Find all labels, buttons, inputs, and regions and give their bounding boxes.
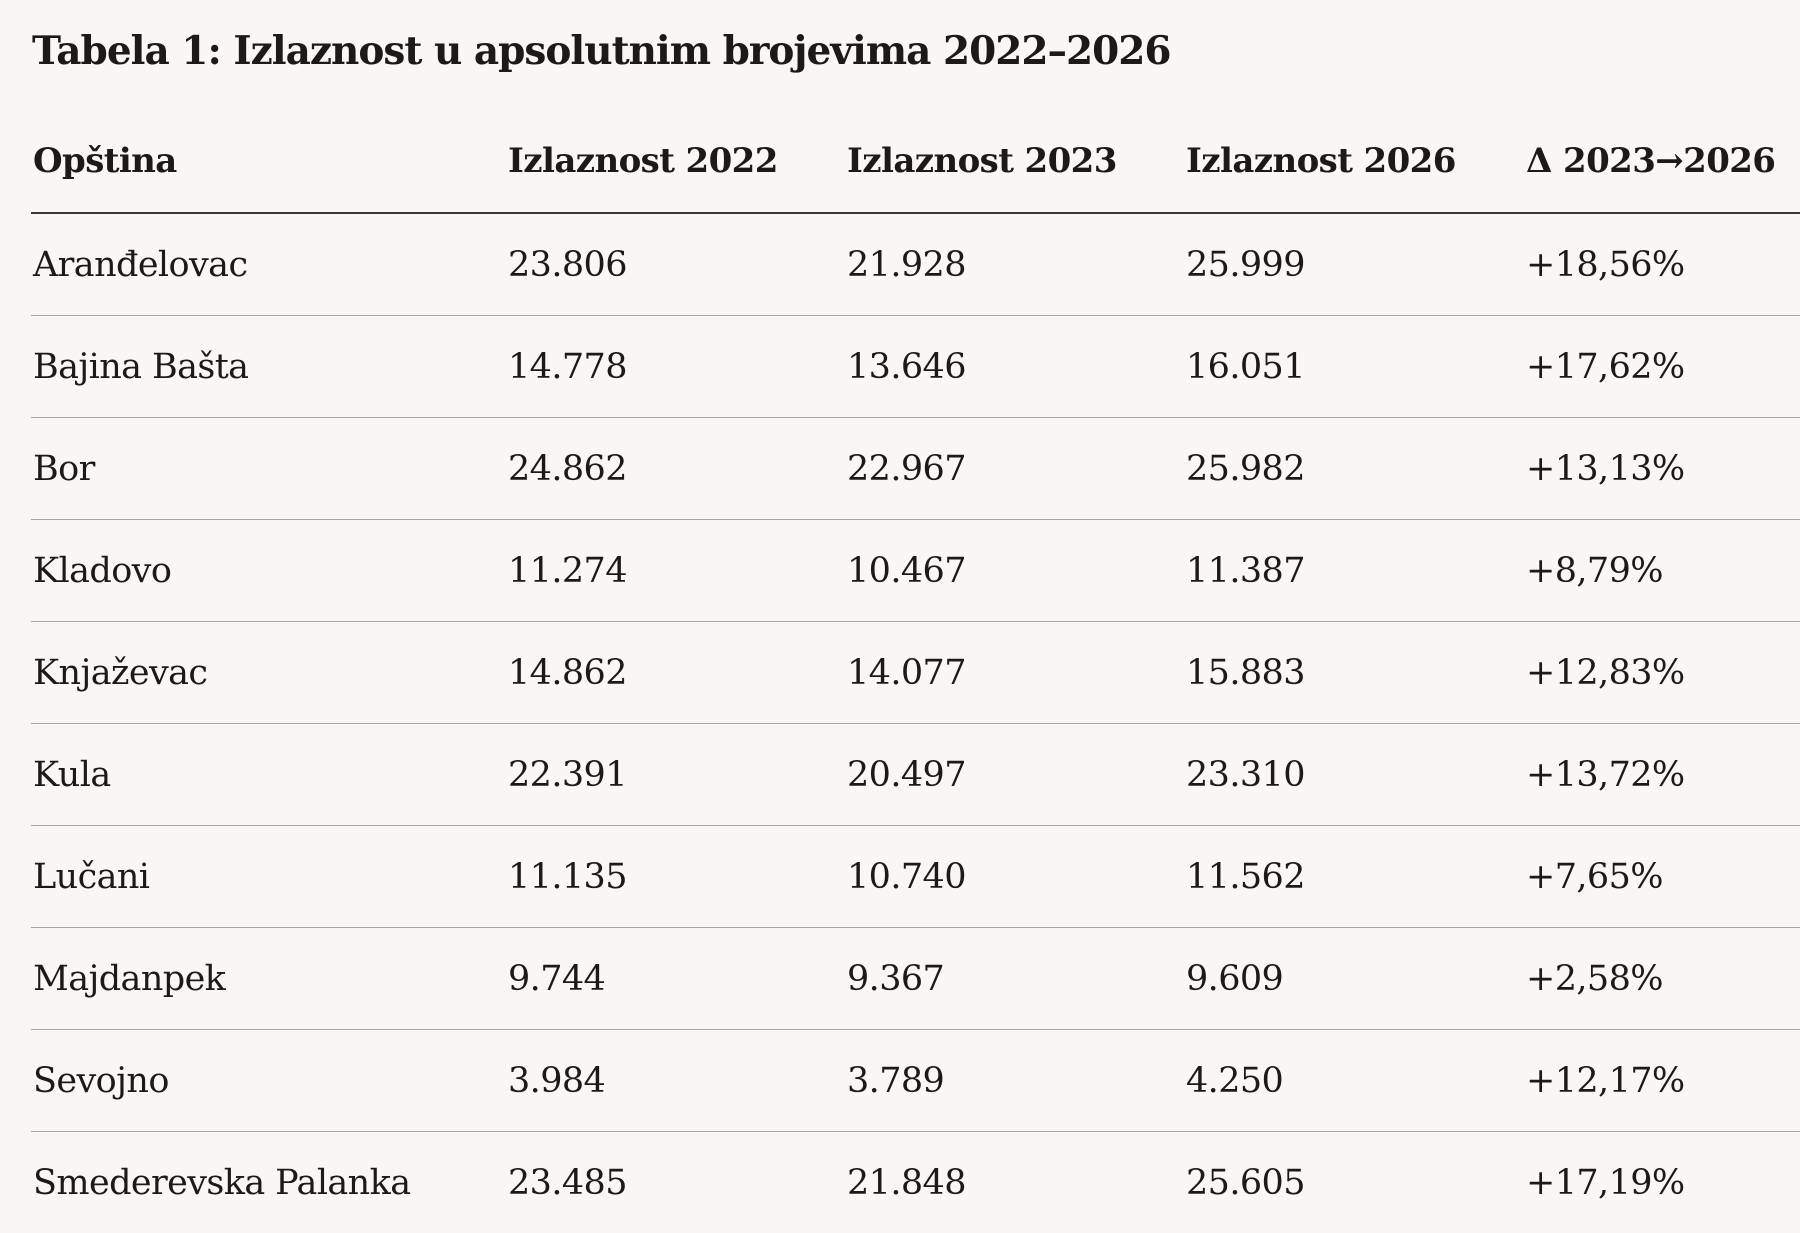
cell-turnout-2023: 22.967 <box>845 418 1184 520</box>
table-row: Kula 22.391 20.497 23.310 +13,72% <box>31 724 1800 826</box>
cell-turnout-2023: 10.740 <box>845 826 1184 928</box>
cell-turnout-2022: 14.778 <box>506 316 845 418</box>
header-turnout-2026: Izlaznost 2026 <box>1184 110 1524 213</box>
cell-turnout-2026: 16.051 <box>1184 316 1524 418</box>
cell-turnout-2023: 3.789 <box>845 1030 1184 1132</box>
cell-turnout-2026: 11.387 <box>1184 520 1524 622</box>
cell-change: +17,62% <box>1524 316 1800 418</box>
cell-change: +2,58% <box>1524 928 1800 1030</box>
cell-turnout-2023: 13.646 <box>845 316 1184 418</box>
table-row: Sevojno 3.984 3.789 4.250 +12,17% <box>31 1030 1800 1132</box>
cell-turnout-2022: 23.485 <box>506 1132 845 1233</box>
cell-turnout-2026: 25.999 <box>1184 213 1524 316</box>
cell-turnout-2022: 3.984 <box>506 1030 845 1132</box>
cell-turnout-2023: 14.077 <box>845 622 1184 724</box>
cell-turnout-2023: 21.928 <box>845 213 1184 316</box>
header-row: Opština Izlaznost 2022 Izlaznost 2023 Iz… <box>31 110 1800 213</box>
table-title: Tabela 1: Izlaznost u apsolutnim brojevi… <box>32 22 1171 80</box>
cell-change: +13,72% <box>1524 724 1800 826</box>
cell-change: +12,83% <box>1524 622 1800 724</box>
cell-turnout-2023: 9.367 <box>845 928 1184 1030</box>
cell-turnout-2023: 21.848 <box>845 1132 1184 1233</box>
table-row: Kladovo 11.274 10.467 11.387 +8,79% <box>31 520 1800 622</box>
cell-municipality: Lučani <box>31 826 506 928</box>
cell-change: +17,19% <box>1524 1132 1800 1233</box>
cell-turnout-2022: 9.744 <box>506 928 845 1030</box>
table-row: Bor 24.862 22.967 25.982 +13,13% <box>31 418 1800 520</box>
cell-change: +7,65% <box>1524 826 1800 928</box>
header-change: Δ 2023→2026 <box>1524 110 1800 213</box>
cell-change: +13,13% <box>1524 418 1800 520</box>
table-row: Lučani 11.135 10.740 11.562 +7,65% <box>31 826 1800 928</box>
cell-turnout-2026: 25.982 <box>1184 418 1524 520</box>
cell-turnout-2026: 15.883 <box>1184 622 1524 724</box>
header-turnout-2023: Izlaznost 2023 <box>845 110 1184 213</box>
cell-municipality: Sevojno <box>31 1030 506 1132</box>
cell-turnout-2026: 4.250 <box>1184 1030 1524 1132</box>
cell-turnout-2022: 11.135 <box>506 826 845 928</box>
table-row: Knjaževac 14.862 14.077 15.883 +12,83% <box>31 622 1800 724</box>
cell-change: +12,17% <box>1524 1030 1800 1132</box>
table-row: Majdanpek 9.744 9.367 9.609 +2,58% <box>31 928 1800 1030</box>
cell-turnout-2023: 20.497 <box>845 724 1184 826</box>
table-row: Smederevska Palanka 23.485 21.848 25.605… <box>31 1132 1800 1233</box>
cell-municipality: Kula <box>31 724 506 826</box>
cell-turnout-2026: 25.605 <box>1184 1132 1524 1233</box>
cell-municipality: Bor <box>31 418 506 520</box>
cell-turnout-2022: 23.806 <box>506 213 845 316</box>
header-turnout-2022: Izlaznost 2022 <box>506 110 845 213</box>
cell-municipality: Knjaževac <box>31 622 506 724</box>
cell-change: +8,79% <box>1524 520 1800 622</box>
cell-turnout-2022: 14.862 <box>506 622 845 724</box>
cell-turnout-2022: 22.391 <box>506 724 845 826</box>
header-municipality: Opština <box>31 110 506 213</box>
cell-municipality: Smederevska Palanka <box>31 1132 506 1233</box>
cell-municipality: Majdanpek <box>31 928 506 1030</box>
turnout-table: Opština Izlaznost 2022 Izlaznost 2023 Iz… <box>31 110 1800 1233</box>
cell-change: +18,56% <box>1524 213 1800 316</box>
cell-turnout-2026: 11.562 <box>1184 826 1524 928</box>
cell-municipality: Aranđelovac <box>31 213 506 316</box>
cell-municipality: Bajina Bašta <box>31 316 506 418</box>
table-row: Aranđelovac 23.806 21.928 25.999 +18,56% <box>31 213 1800 316</box>
cell-turnout-2026: 9.609 <box>1184 928 1524 1030</box>
table-row: Bajina Bašta 14.778 13.646 16.051 +17,62… <box>31 316 1800 418</box>
cell-turnout-2026: 23.310 <box>1184 724 1524 826</box>
cell-turnout-2022: 24.862 <box>506 418 845 520</box>
table-body: Aranđelovac 23.806 21.928 25.999 +18,56%… <box>31 213 1800 1233</box>
cell-turnout-2022: 11.274 <box>506 520 845 622</box>
table-header: Opština Izlaznost 2022 Izlaznost 2023 Iz… <box>31 110 1800 213</box>
cell-municipality: Kladovo <box>31 520 506 622</box>
cell-turnout-2023: 10.467 <box>845 520 1184 622</box>
